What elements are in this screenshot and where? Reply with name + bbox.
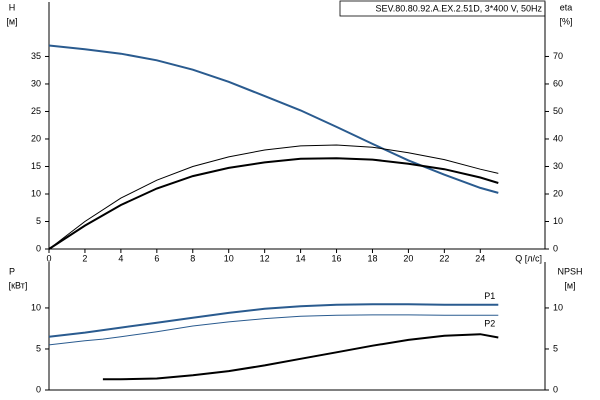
- series-label: P1: [484, 291, 495, 301]
- series-line: [102, 333, 499, 381]
- y-axis-label: P: [9, 266, 15, 276]
- y-axis-unit: [м]: [6, 16, 17, 26]
- x-tick-label: 8: [190, 253, 195, 263]
- y-tick-label: 10: [31, 188, 41, 198]
- y-tick-label: 30: [31, 78, 41, 88]
- y2-tick-label: 0: [553, 384, 558, 394]
- x-tick-label: 22: [439, 253, 449, 263]
- series-label: P2: [484, 319, 495, 329]
- series-line: [48, 314, 499, 346]
- x-tick-label: 24: [475, 253, 485, 263]
- y2-tick-label: 70: [553, 51, 563, 61]
- x-tick-label: 20: [403, 253, 413, 263]
- y-tick-label: 15: [31, 161, 41, 171]
- series-line: [48, 157, 499, 250]
- x-tick-label: 18: [367, 253, 377, 263]
- y-tick-label: 20: [31, 133, 41, 143]
- chart-title: SEV.80.80.92.A.EX.2.51D, 3*400 V, 50Hz: [376, 3, 543, 13]
- y2-tick-label: 60: [553, 78, 563, 88]
- y2-tick-label: 10: [553, 216, 563, 226]
- y-tick-label: 10: [31, 302, 41, 312]
- series-line: [48, 303, 499, 338]
- y2-axis-label: eta: [560, 2, 573, 12]
- x-axis-label: Q [л/с]: [515, 253, 542, 263]
- y2-axis-label: NPSH: [557, 266, 582, 276]
- y2-tick-label: 5: [553, 343, 558, 353]
- x-tick-label: 14: [296, 253, 306, 263]
- x-tick-label: 4: [118, 253, 123, 263]
- x-tick-label: 12: [260, 253, 270, 263]
- y2-tick-label: 10: [553, 302, 563, 312]
- series-line: [48, 144, 499, 250]
- y-tick-label: 0: [36, 243, 41, 253]
- x-tick-label: 6: [154, 253, 159, 263]
- y2-tick-label: 30: [553, 161, 563, 171]
- x-tick-label: 10: [224, 253, 234, 263]
- y2-tick-label: 20: [553, 188, 563, 198]
- y-tick-label: 35: [31, 51, 41, 61]
- y-axis-unit: [кВт]: [9, 280, 28, 290]
- y2-tick-label: 0: [553, 243, 558, 253]
- y-tick-label: 5: [36, 343, 41, 353]
- y2-axis-unit: [%]: [559, 16, 572, 26]
- y-tick-label: 0: [36, 384, 41, 394]
- y-axis-label: H: [9, 2, 16, 12]
- y2-tick-label: 40: [553, 133, 563, 143]
- y2-tick-label: 50: [553, 106, 563, 116]
- series-line: [48, 44, 499, 194]
- x-tick-label: 0: [46, 253, 51, 263]
- y-tick-label: 5: [36, 216, 41, 226]
- y2-axis-unit: [м]: [564, 280, 575, 290]
- y-tick-label: 25: [31, 106, 41, 116]
- x-tick-label: 16: [332, 253, 342, 263]
- x-tick-label: 2: [82, 253, 87, 263]
